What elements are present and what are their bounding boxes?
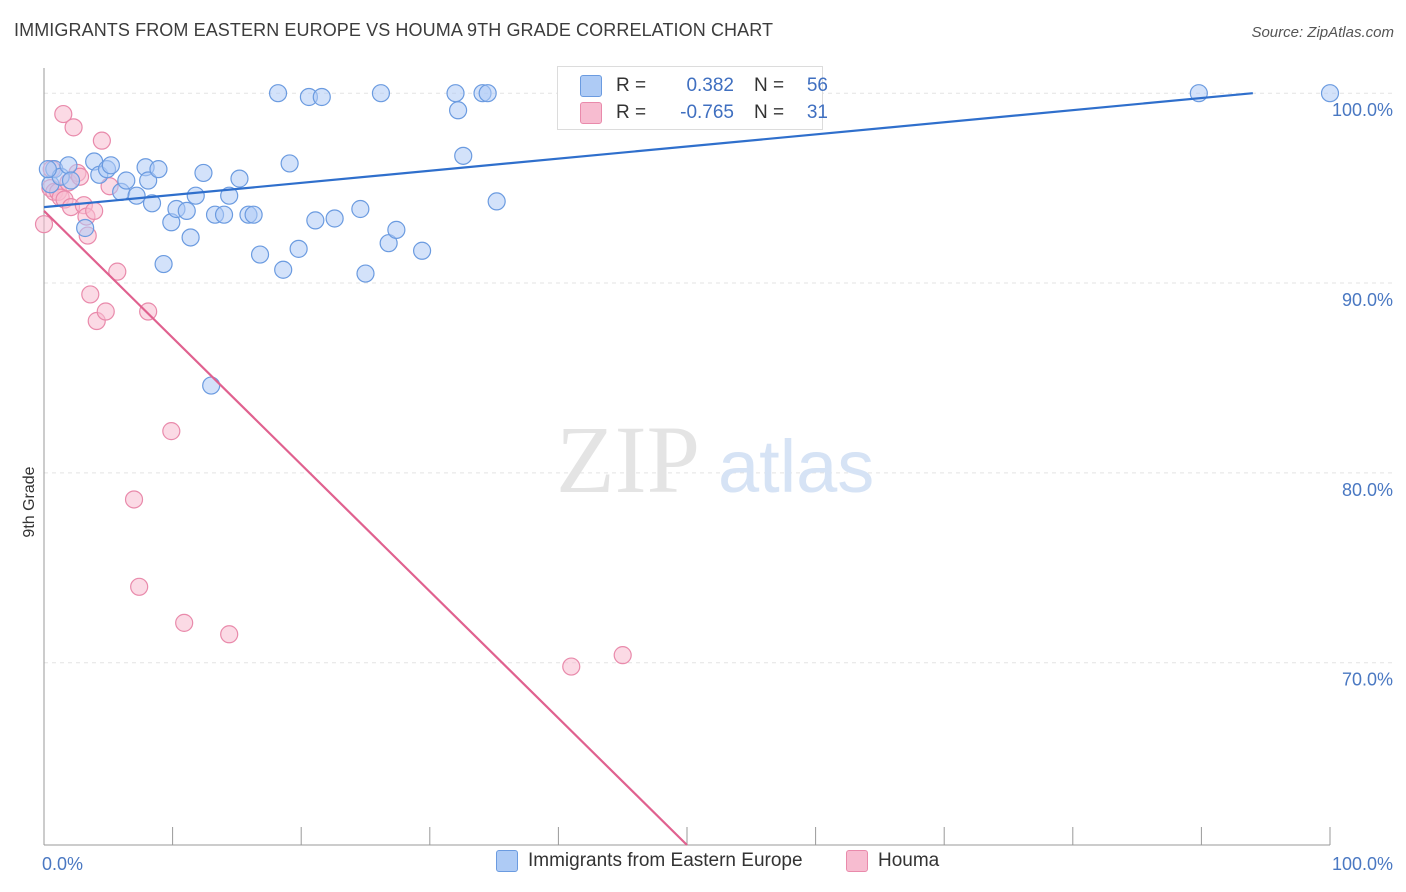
eastern-europe-point bbox=[487, 192, 506, 211]
r-label: R = bbox=[616, 75, 647, 96]
houma-point bbox=[613, 646, 632, 665]
y-tick-labels: 70.0% 80.0% 90.0% 100.0% bbox=[1332, 100, 1393, 690]
n-value-blue: 56 bbox=[806, 75, 828, 96]
eastern-europe-point bbox=[127, 186, 146, 205]
chart-title: IMMIGRANTS FROM EASTERN EUROPE VS HOUMA … bbox=[14, 20, 774, 40]
x-tick-labels: 0.0% 100.0% bbox=[42, 854, 1393, 874]
eastern-europe-point bbox=[101, 156, 120, 175]
r-value-pink: -0.765 bbox=[680, 102, 734, 123]
eastern-europe-point bbox=[371, 84, 391, 103]
eastern-europe-point bbox=[1320, 84, 1340, 103]
legend-swatch-blue bbox=[496, 850, 518, 872]
n-value-pink: 31 bbox=[806, 102, 828, 123]
houma-trend-line bbox=[43, 210, 688, 846]
eastern-europe-point bbox=[38, 160, 57, 179]
eastern-europe-point bbox=[446, 84, 465, 103]
houma-point bbox=[139, 302, 158, 321]
stats-row-blue: R = 0.382 N = 56 bbox=[580, 74, 828, 98]
houma-point bbox=[96, 302, 115, 321]
eastern-europe-point bbox=[61, 171, 81, 190]
houma-point bbox=[85, 201, 104, 220]
houma-point bbox=[81, 285, 100, 304]
eastern-europe-point bbox=[280, 154, 299, 173]
houma-point bbox=[130, 577, 149, 596]
eastern-europe-point bbox=[142, 194, 162, 213]
houma-point bbox=[64, 118, 83, 137]
y-tick-label: 80.0% bbox=[1342, 480, 1393, 500]
houma-point bbox=[562, 657, 581, 676]
eastern-europe-point bbox=[202, 376, 221, 395]
stats-swatch-pink bbox=[580, 102, 602, 124]
eastern-europe-point bbox=[268, 84, 288, 103]
eastern-europe-point bbox=[325, 209, 344, 228]
legend-swatch-pink bbox=[846, 850, 868, 872]
stats-row-pink: R = -0.765 N = 31 bbox=[580, 101, 828, 125]
eastern-europe-point bbox=[478, 84, 497, 103]
legend-item-houma[interactable]: Houma bbox=[846, 850, 939, 872]
eastern-europe-point bbox=[139, 171, 158, 190]
legend-item-eastern-europe[interactable]: Immigrants from Eastern Europe bbox=[496, 850, 803, 872]
houma-point bbox=[108, 262, 127, 281]
gridlines bbox=[44, 92, 1392, 664]
houma-point bbox=[34, 215, 54, 234]
houma-point bbox=[175, 613, 194, 632]
eastern-europe-point bbox=[244, 205, 263, 224]
watermark-atlas: atlas bbox=[718, 425, 874, 508]
houma-point bbox=[54, 104, 73, 124]
y-axis-label: 9th Grade bbox=[21, 466, 38, 537]
houma-point bbox=[92, 131, 111, 150]
eastern-europe-point bbox=[220, 186, 239, 205]
eastern-europe-point bbox=[194, 163, 213, 183]
eastern-europe-point bbox=[351, 199, 370, 219]
source-credit: Source: ZipAtlas.com bbox=[1251, 24, 1394, 41]
eastern-europe-point bbox=[412, 241, 432, 260]
r-value-blue: 0.382 bbox=[686, 75, 734, 96]
eastern-europe-point bbox=[448, 101, 468, 120]
watermark: ZIP atlas bbox=[556, 406, 874, 513]
eastern-europe-point bbox=[274, 260, 293, 279]
eastern-europe-point bbox=[181, 228, 200, 247]
eastern-europe-point bbox=[76, 218, 95, 238]
stats-swatch-blue bbox=[580, 75, 602, 97]
n-label: N = bbox=[754, 75, 785, 96]
eastern-europe-point bbox=[177, 201, 196, 220]
eastern-europe-point bbox=[454, 146, 473, 165]
houma-point bbox=[162, 422, 181, 441]
eastern-europe-point bbox=[387, 220, 406, 239]
legend-label-houma: Houma bbox=[878, 850, 940, 871]
eastern-europe-point bbox=[356, 264, 375, 283]
houma-point bbox=[220, 625, 239, 644]
y-tick-label: 70.0% bbox=[1342, 670, 1393, 690]
eastern-europe-trend-line bbox=[43, 92, 1253, 209]
eastern-europe-point bbox=[117, 171, 136, 190]
eastern-europe-point bbox=[289, 239, 308, 258]
correlation-stats-box: R = 0.382 N = 56 R = -0.765 N = 31 bbox=[557, 66, 828, 130]
r-label: R = bbox=[616, 102, 647, 123]
eastern-europe-point bbox=[214, 205, 234, 224]
trend-lines bbox=[43, 92, 1253, 846]
x-tick-label: 0.0% bbox=[42, 854, 83, 874]
eastern-europe-point bbox=[154, 254, 173, 274]
eastern-europe-point bbox=[149, 160, 168, 179]
eastern-europe-point bbox=[186, 186, 205, 205]
eastern-europe-point bbox=[306, 211, 325, 230]
y-tick-label: 90.0% bbox=[1342, 290, 1393, 310]
eastern-europe-points bbox=[38, 84, 1340, 395]
eastern-europe-point bbox=[250, 245, 270, 264]
y-tick-label: 100.0% bbox=[1332, 100, 1393, 120]
eastern-europe-point bbox=[59, 156, 78, 175]
eastern-europe-point bbox=[312, 87, 331, 107]
watermark-zip: ZIP bbox=[556, 406, 700, 513]
x-tick-label: 100.0% bbox=[1332, 854, 1393, 874]
houma-point bbox=[124, 490, 144, 509]
eastern-europe-point bbox=[230, 169, 249, 188]
legend-label-eastern-europe: Immigrants from Eastern Europe bbox=[528, 850, 803, 871]
n-label: N = bbox=[754, 102, 785, 123]
